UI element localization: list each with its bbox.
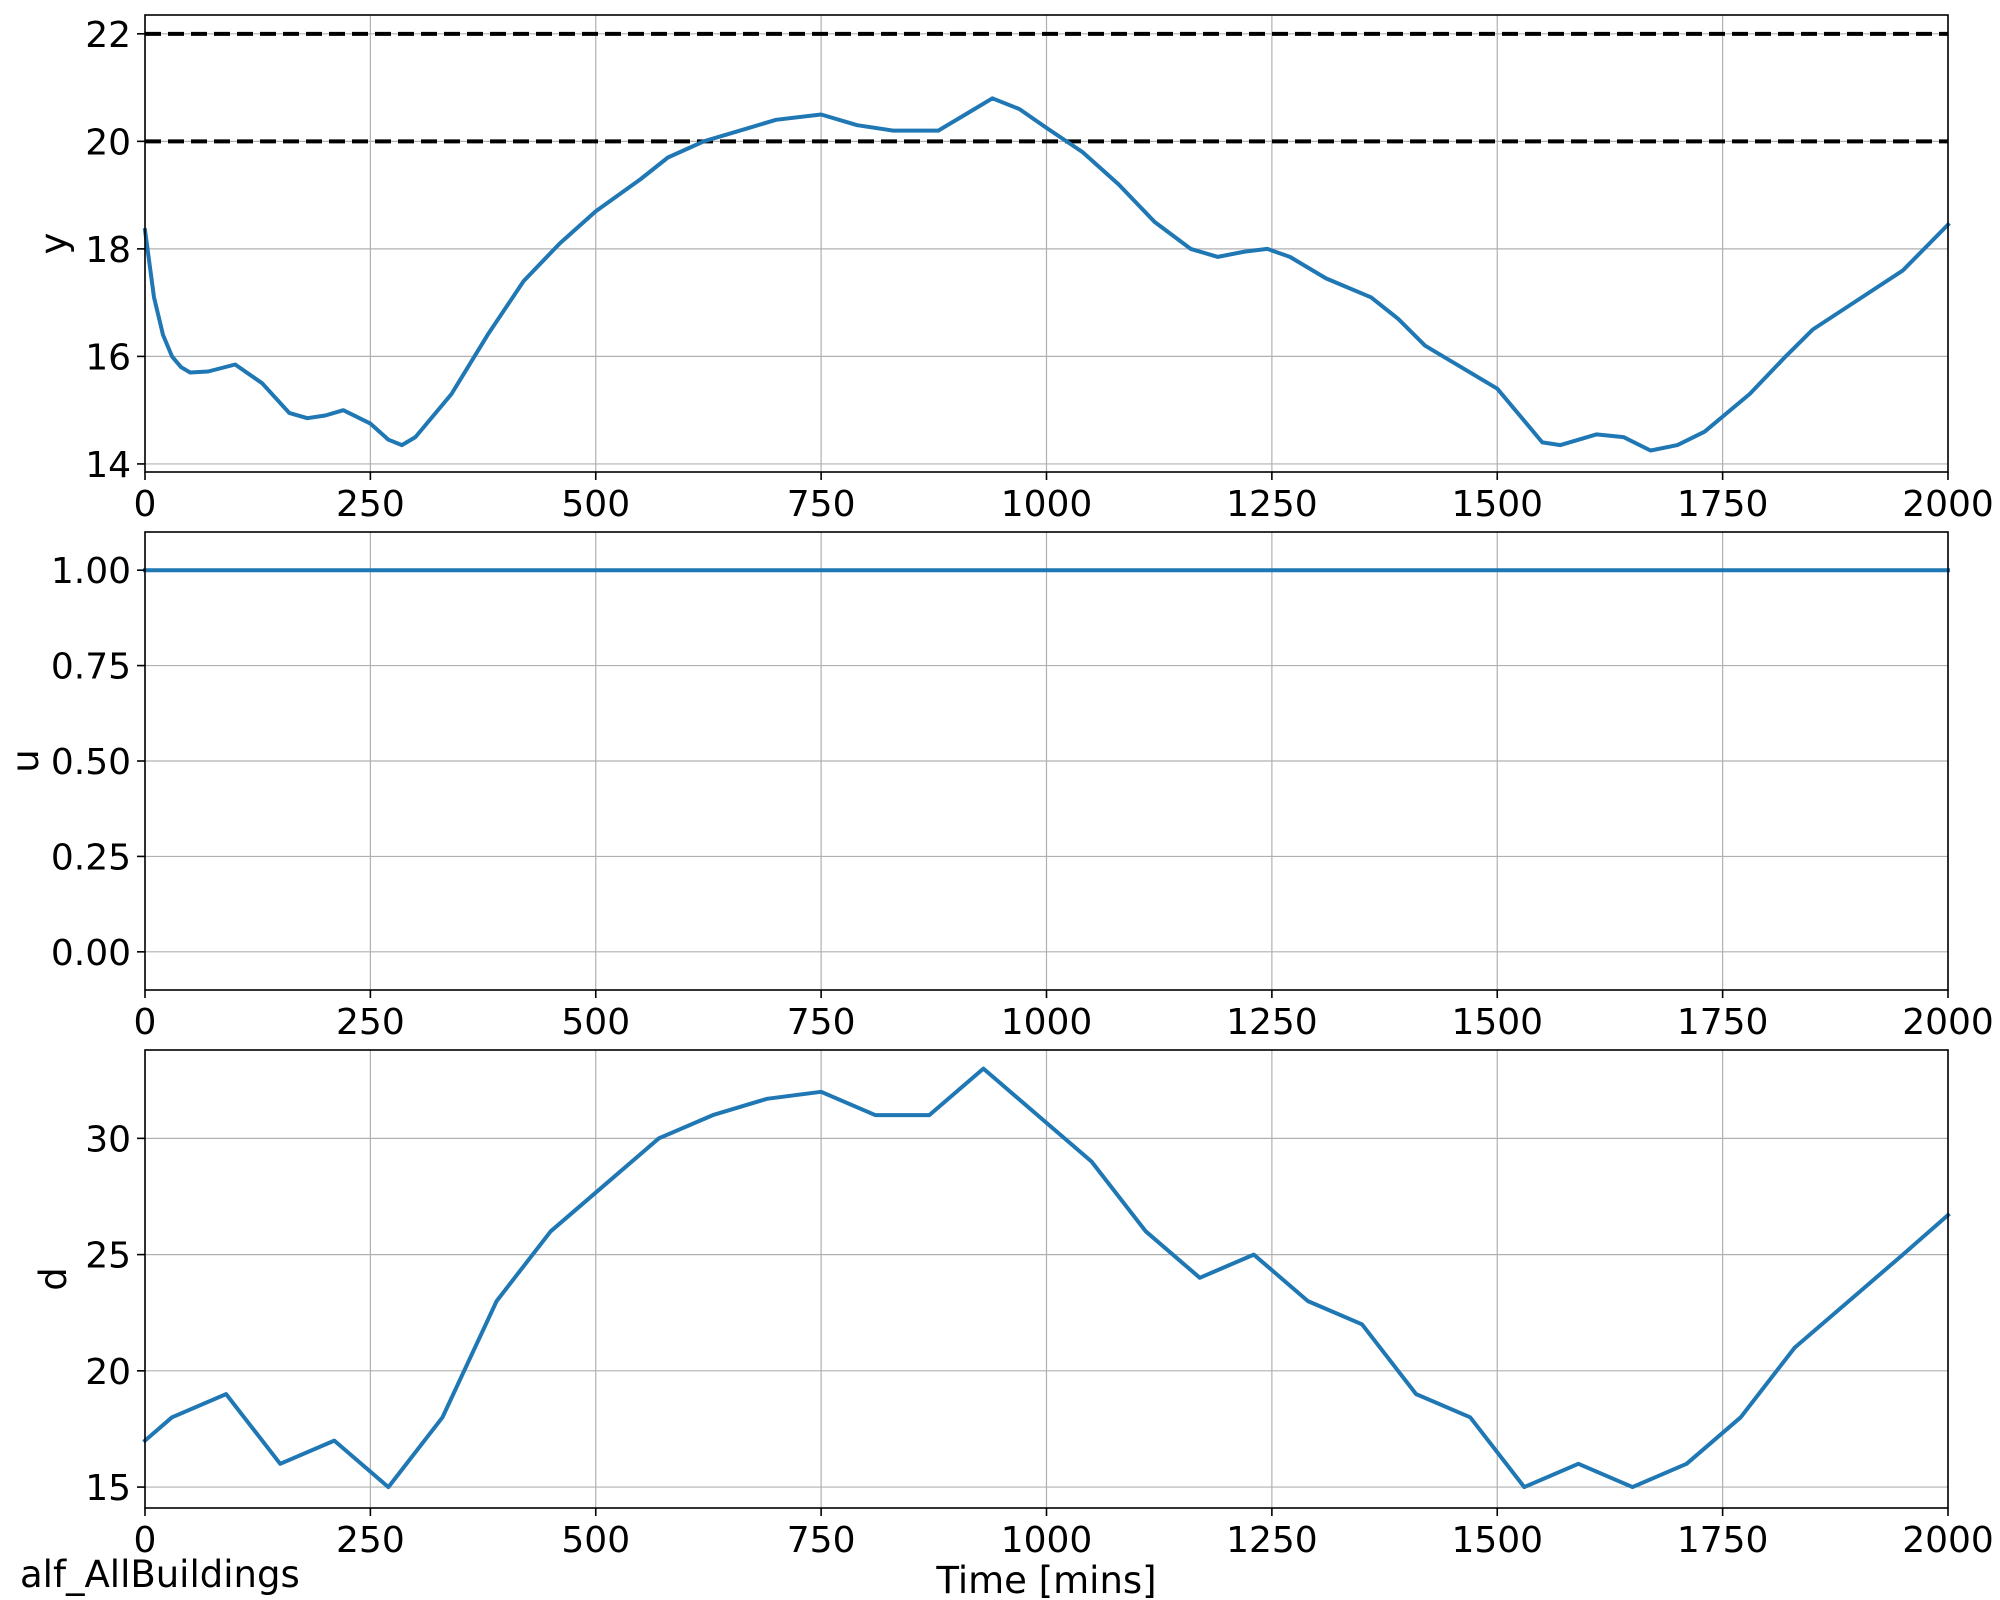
y-tick-label: 14 (85, 445, 131, 486)
y-axis-label: d (32, 1267, 75, 1291)
x-tick-label: 250 (336, 1520, 405, 1561)
x-tick-label: 0 (134, 1002, 157, 1043)
x-tick-label: 1250 (1226, 1002, 1318, 1043)
y-tick-label: 0.50 (51, 742, 131, 783)
x-tick-label: 1750 (1677, 1520, 1769, 1561)
x-tick-label: 1000 (1001, 1002, 1093, 1043)
x-tick-label: 500 (561, 1520, 630, 1561)
y-tick-label: 1.00 (51, 551, 131, 592)
x-tick-label: 250 (336, 484, 405, 525)
x-tick-label: 1250 (1226, 1520, 1318, 1561)
y-tick-label: 30 (85, 1119, 131, 1160)
y-tick-label: 22 (85, 15, 131, 56)
x-tick-label: 750 (787, 1002, 856, 1043)
x-tick-label: 1750 (1677, 484, 1769, 525)
x-tick-label: 2000 (1902, 1002, 1994, 1043)
x-tick-label: 0 (134, 1520, 157, 1561)
x-tick-label: 1000 (1001, 1520, 1093, 1561)
y-axis-label: u (4, 749, 47, 772)
y-tick-label: 0.00 (51, 933, 131, 974)
x-tick-label: 0 (134, 484, 157, 525)
x-tick-label: 1000 (1001, 484, 1093, 525)
y-axis-label: y (32, 233, 75, 255)
y-tick-label: 25 (85, 1236, 131, 1277)
y-tick-label: 15 (85, 1468, 131, 1509)
x-tick-label: 500 (561, 1002, 630, 1043)
subplot-d: 0 250 500 750 1000 1250 1500 1750 2000 15 20 25 30 d T… (32, 1049, 1994, 1600)
x-tick-label: 1250 (1226, 484, 1318, 525)
x-tick-label: 1750 (1677, 1002, 1769, 1043)
y-tick-label: 18 (85, 230, 131, 271)
x-axis-label: Time [mins] (935, 1559, 1156, 1600)
y-tick-label: 20 (85, 122, 131, 163)
x-tick-label: 500 (561, 484, 630, 525)
series-line (142, 96, 1951, 453)
figure-footer-label: alf_AllBuildings (20, 1553, 300, 1596)
subplot-y: 0 250 500 750 1000 1250 1500 1750 2000 14 16 18 20 22… (32, 14, 1994, 525)
x-tick-label: 1500 (1451, 1002, 1543, 1043)
x-tick-label: 2000 (1902, 484, 1994, 525)
x-tick-label: 750 (787, 1520, 856, 1561)
x-tick-label: 1500 (1451, 484, 1543, 525)
x-tick-label: 2000 (1902, 1520, 1994, 1561)
y-tick-label: 16 (85, 337, 131, 378)
x-tick-label: 1500 (1451, 1520, 1543, 1561)
y-tick-label: 0.25 (51, 837, 131, 878)
x-tick-label: 250 (336, 1002, 405, 1043)
x-tick-label: 750 (787, 484, 856, 525)
y-tick-label: 20 (85, 1352, 131, 1393)
subplot-u: 0 250 500 750 1000 1250 1500 1750 2000 0.00 0.25 0.… (4, 531, 1994, 1043)
series-line (142, 1066, 1951, 1490)
y-tick-label: 0.75 (51, 647, 131, 688)
